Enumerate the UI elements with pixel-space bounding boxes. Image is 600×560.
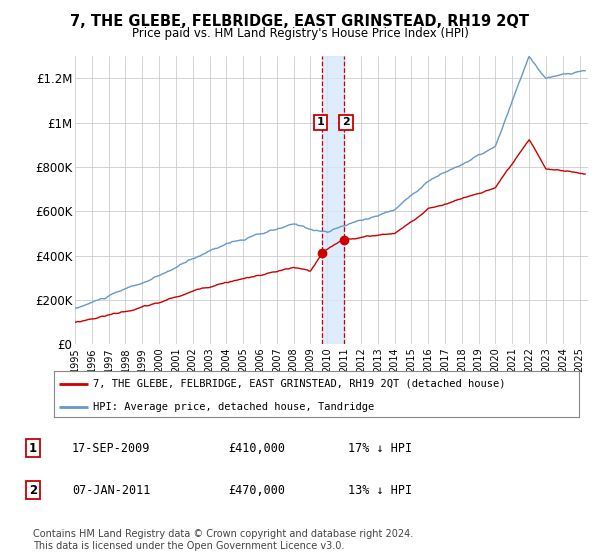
Text: 2: 2 — [342, 118, 350, 127]
Text: 7, THE GLEBE, FELBRIDGE, EAST GRINSTEAD, RH19 2QT (detached house): 7, THE GLEBE, FELBRIDGE, EAST GRINSTEAD,… — [94, 379, 506, 389]
Text: 13% ↓ HPI: 13% ↓ HPI — [348, 483, 412, 497]
Text: 1: 1 — [29, 441, 37, 455]
Text: £470,000: £470,000 — [228, 483, 285, 497]
Text: 17% ↓ HPI: 17% ↓ HPI — [348, 441, 412, 455]
Text: Price paid vs. HM Land Registry's House Price Index (HPI): Price paid vs. HM Land Registry's House … — [131, 27, 469, 40]
Text: Contains HM Land Registry data © Crown copyright and database right 2024.
This d: Contains HM Land Registry data © Crown c… — [33, 529, 413, 551]
Text: 7, THE GLEBE, FELBRIDGE, EAST GRINSTEAD, RH19 2QT: 7, THE GLEBE, FELBRIDGE, EAST GRINSTEAD,… — [71, 14, 530, 29]
Text: 07-JAN-2011: 07-JAN-2011 — [72, 483, 151, 497]
Text: 2: 2 — [29, 483, 37, 497]
Text: HPI: Average price, detached house, Tandridge: HPI: Average price, detached house, Tand… — [94, 402, 374, 412]
Text: £410,000: £410,000 — [228, 441, 285, 455]
Bar — [322, 56, 344, 344]
Text: 17-SEP-2009: 17-SEP-2009 — [72, 441, 151, 455]
Text: 1: 1 — [317, 118, 325, 127]
